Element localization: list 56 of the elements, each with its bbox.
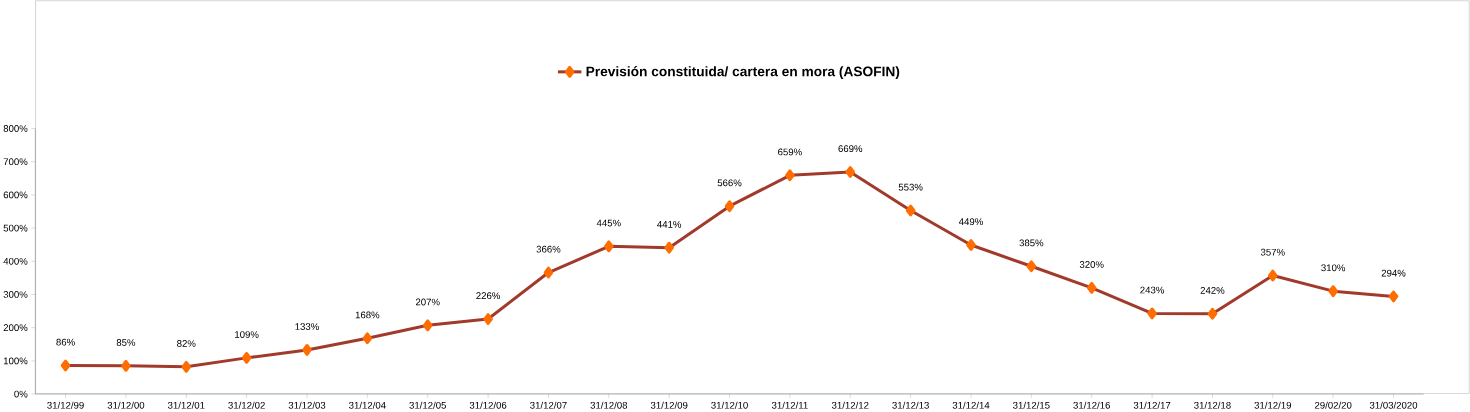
y-tick-label: 800% [3, 125, 28, 132]
data-label: 86% [56, 338, 75, 346]
data-label: 441% [657, 221, 682, 228]
x-tick-label: 31/12/16 [1073, 401, 1110, 409]
data-label: 168% [355, 311, 380, 319]
x-tick-label: 31/12/10 [711, 401, 748, 409]
data-label: 243% [1140, 286, 1165, 294]
data-label: 669% [838, 145, 863, 153]
data-label: 445% [596, 219, 621, 227]
x-tick-label: 31/12/12 [831, 401, 869, 409]
y-tick-label: 500% [3, 224, 28, 232]
y-tick-label: 600% [3, 191, 28, 199]
x-tick-label: 31/12/15 [1013, 401, 1050, 409]
x-tick-label: 29/02/20 [1314, 401, 1352, 409]
y-tick-label: 400% [3, 257, 28, 265]
x-tick-label: 31/12/04 [349, 401, 386, 409]
x-tick-label: 31/12/00 [107, 401, 145, 409]
y-tick-label: 200% [3, 324, 28, 332]
data-label: 310% [1321, 264, 1346, 272]
data-label: 357% [1260, 248, 1285, 256]
x-tick-label: 31/12/03 [288, 401, 326, 409]
x-tick-label: 31/12/99 [47, 401, 84, 409]
data-label: 320% [1079, 261, 1104, 268]
x-tick-label: 31/12/05 [409, 401, 447, 409]
x-tick-label: 31/12/09 [650, 401, 688, 409]
y-tick-label: 100% [3, 357, 28, 365]
data-label: 109% [235, 331, 259, 338]
data-label: 553% [898, 183, 923, 191]
x-tick-label: 31/12/17 [1133, 401, 1171, 409]
x-tick-label: 31/12/19 [1254, 401, 1292, 409]
data-label: 449% [958, 218, 983, 226]
y-tick-label: 700% [3, 158, 28, 166]
data-label: 366% [536, 245, 561, 253]
x-tick-label: 31/12/14 [952, 401, 990, 409]
data-label: 133% [295, 323, 319, 330]
data-label: 207% [415, 298, 440, 306]
x-tick-label: 31/12/01 [167, 401, 205, 409]
data-label: 294% [1381, 269, 1406, 277]
x-tick-label: 31/12/02 [228, 401, 265, 409]
y-tick-label: 300% [3, 291, 28, 298]
x-tick-label: 31/03/2020 [1369, 401, 1418, 409]
data-label: 82% [177, 340, 196, 347]
data-label: 226% [476, 292, 501, 300]
data-label: 566% [717, 179, 742, 187]
x-tick-label: 31/12/08 [590, 401, 628, 409]
x-tick-label: 31/12/06 [469, 401, 507, 409]
data-label: 385% [1019, 239, 1044, 247]
y-tick-label: 0% [14, 390, 28, 398]
x-tick-label: 31/12/18 [1194, 401, 1231, 409]
legend-label: Previsión constituida/ cartera en mora (ASOFIN) [586, 66, 900, 80]
x-tick-label: 31/12/07 [530, 401, 567, 409]
data-label: 85% [116, 339, 136, 346]
data-label: 242% [1200, 287, 1225, 294]
data-label: 659% [778, 148, 802, 156]
x-tick-label: 31/12/11 [771, 401, 808, 409]
x-tick-label: 31/12/13 [892, 401, 929, 409]
